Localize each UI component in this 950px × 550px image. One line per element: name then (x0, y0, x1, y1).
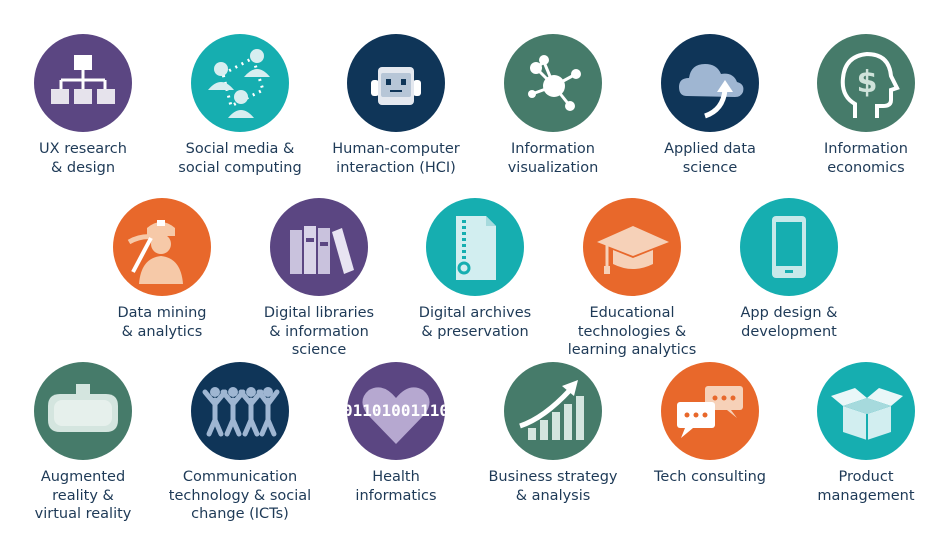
tile-label-line: reality & (52, 487, 114, 504)
tile-label-line: Data mining (117, 305, 207, 321)
tile-digital-libraries[interactable]: Digital libraries & information science (244, 198, 394, 360)
tile-label-line: learning analytics (567, 342, 697, 358)
tile-label-line: Product (838, 469, 894, 485)
binary-heart-icon-circle: 01101001110 (347, 362, 445, 460)
open-box-icon-circle (817, 362, 915, 460)
tile-app-design[interactable]: App design & development (714, 198, 864, 341)
tile-label-line: change (ICTs) (191, 506, 289, 522)
tile-label-line: visualization (507, 159, 599, 176)
tile-label-line: Human-computer (332, 141, 460, 157)
robot-icon-circle (347, 34, 445, 132)
open-box-icon (831, 388, 903, 440)
tile-label-line: & analysis (515, 487, 591, 504)
network-nodes-icon (528, 55, 581, 111)
smartphone-icon (772, 216, 806, 278)
smartphone-icon-circle (740, 198, 838, 296)
books-icon-circle (270, 198, 368, 296)
tile-label-line: science (291, 342, 347, 358)
sitemap-icon (51, 55, 115, 104)
chat-bubbles-icon (677, 386, 743, 438)
tile-label-line: social computing (178, 159, 302, 176)
people-network-icon (208, 49, 270, 118)
tile-data-mining[interactable]: Data mining & analytics (87, 198, 237, 341)
head-dollar-icon-circle: $ (817, 34, 915, 132)
tile-digital-archives[interactable]: Digital archives & preservation (400, 198, 550, 341)
tile-label-line: App design & (740, 305, 838, 321)
vr-headset-icon (48, 384, 118, 432)
growth-chart-icon (519, 380, 584, 440)
tile-label-line: Digital archives (418, 305, 532, 321)
books-icon (290, 226, 354, 274)
tile-ict[interactable]: Communication technology & social change… (165, 362, 315, 524)
sitemap-icon-circle (34, 34, 132, 132)
tile-label-line: virtual reality (34, 506, 132, 522)
tile-label-line: Information (511, 141, 595, 157)
binary-text: 01101001110 (347, 401, 445, 420)
tile-label-line: technology & social (168, 487, 312, 504)
tile-label-line: interaction (HCI) (336, 159, 456, 176)
zip-file-icon-circle (426, 198, 524, 296)
tile-label-line: Tech consulting (654, 469, 766, 485)
tile-label-line: & analytics (121, 323, 203, 340)
tile-label-line: Educational (589, 305, 675, 321)
network-nodes-icon-circle (504, 34, 602, 132)
tile-ux-research[interactable]: UX research & design (8, 34, 158, 177)
tile-label-line: economics (827, 159, 905, 176)
tile-label-line: & preservation (421, 323, 529, 340)
tile-label-line: management (817, 487, 915, 504)
cloud-arrow-icon (679, 64, 744, 119)
people-network-icon-circle (191, 34, 289, 132)
cloud-arrow-icon-circle (661, 34, 759, 132)
tile-label-line: Information (824, 141, 908, 157)
people-group-icon-circle (191, 362, 289, 460)
tile-label-line: Health (372, 469, 420, 485)
vr-headset-icon-circle (34, 362, 132, 460)
tile-label-line: Digital libraries (263, 305, 375, 321)
tile-tech-consulting[interactable]: Tech consulting (635, 362, 785, 487)
svg-text:$: $ (857, 65, 878, 100)
tile-health-informatics[interactable]: 01101001110 Health informatics (321, 362, 471, 505)
tile-label-line: Augmented (40, 469, 126, 485)
tile-label-line: Business strategy (488, 469, 618, 485)
growth-chart-icon-circle (504, 362, 602, 460)
zip-file-icon (456, 216, 496, 280)
tile-label-line: & information (269, 323, 369, 340)
tile-label-line: informatics (355, 487, 437, 504)
tile-educational-tech[interactable]: Educational technologies & learning anal… (557, 198, 707, 360)
tile-info-visualization[interactable]: Information visualization (478, 34, 628, 177)
tile-ar-vr[interactable]: Augmented reality & virtual reality (8, 362, 158, 524)
miner-icon (127, 220, 183, 284)
tile-label-line: Social media & (185, 141, 295, 157)
miner-icon-circle (113, 198, 211, 296)
tile-label-line: Communication (182, 469, 298, 485)
graduation-cap-icon-circle (583, 198, 681, 296)
tile-label-line: technologies & (577, 323, 687, 340)
tile-business-strategy[interactable]: Business strategy & analysis (478, 362, 628, 505)
binary-heart-icon: 01101001110 (347, 387, 445, 444)
robot-icon (371, 67, 421, 105)
tile-label-line: development (741, 323, 837, 340)
chat-bubbles-icon-circle (661, 362, 759, 460)
head-dollar-icon: $ (840, 51, 900, 118)
tile-label-line: science (682, 159, 738, 176)
tile-label-line: Applied data (664, 141, 756, 157)
people-group-icon (202, 387, 280, 437)
tile-product-management[interactable]: Product management (791, 362, 941, 505)
tile-social-media[interactable]: Social media & social computing (165, 34, 315, 177)
graduation-cap-icon (597, 226, 669, 274)
tile-hci[interactable]: Human-computer interaction (HCI) (321, 34, 471, 177)
tile-label-line: & design (50, 159, 116, 176)
tile-label-line: UX research (39, 141, 127, 157)
tile-info-economics[interactable]: $ Information economics (791, 34, 941, 177)
tile-applied-data-science[interactable]: Applied data science (635, 34, 785, 177)
